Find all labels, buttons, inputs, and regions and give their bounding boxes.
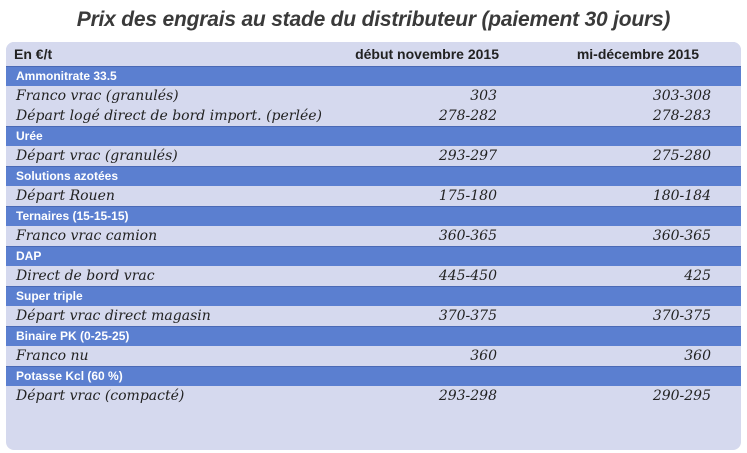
value-novembre: 175-180 <box>438 188 497 204</box>
table-title: Prix des engrais au stade du distributeu… <box>76 8 671 31</box>
group-band: Solutions azotées <box>6 166 741 186</box>
row-label: Départ Rouen <box>16 188 115 204</box>
row-label: Départ vrac direct magasin <box>16 308 211 324</box>
value-decembre: 360 <box>684 348 711 364</box>
table-row: Direct de bord vrac 445-450 425 <box>6 266 741 286</box>
group-band: Urée <box>6 126 741 146</box>
table-row: Départ vrac direct magasin 370-375 370-375 <box>6 306 741 326</box>
value-decembre: 180-184 <box>652 188 711 204</box>
col1-header: début novembre 2015 <box>355 46 499 62</box>
value-decembre: 290-295 <box>652 388 711 404</box>
value-novembre: 293-297 <box>438 148 497 164</box>
value-decembre: 278-283 <box>652 108 711 124</box>
row-label: Franco vrac (granulés) <box>16 88 179 104</box>
row-label: Départ logé direct de bord import. (perl… <box>16 108 322 124</box>
table-row: Départ vrac (compacté) 293-298 290-295 <box>6 386 741 406</box>
value-novembre: 303 <box>470 88 497 104</box>
value-decembre: 360-365 <box>652 228 711 244</box>
group-band: Ternaires (15-15-15) <box>6 206 741 226</box>
value-novembre: 293-298 <box>438 388 497 404</box>
unit-header: En €/t <box>14 46 53 62</box>
row-label: Départ vrac (granulés) <box>16 148 178 164</box>
value-decembre: 370-375 <box>652 308 711 324</box>
table-header: En €/t début novembre 2015 mi-décembre 2… <box>6 42 741 66</box>
value-novembre: 278-282 <box>438 108 497 124</box>
table-row: Départ vrac (granulés) 293-297 275-280 <box>6 146 741 166</box>
group-band: Super triple <box>6 286 741 306</box>
group-band: Ammonitrate 33.5 <box>6 66 741 86</box>
value-novembre: 360-365 <box>438 228 497 244</box>
value-novembre: 445-450 <box>438 268 497 284</box>
group-band: Binaire PK (0-25-25) <box>6 326 741 346</box>
price-table: En €/t début novembre 2015 mi-décembre 2… <box>6 42 741 450</box>
row-label: Franco vrac camion <box>16 228 158 244</box>
group-band: DAP <box>6 246 741 266</box>
value-novembre: 370-375 <box>438 308 497 324</box>
value-decembre: 303-308 <box>652 88 711 104</box>
row-label: Direct de bord vrac <box>16 268 155 284</box>
group-band: Potasse Kcl (60 %) <box>6 366 741 386</box>
table-body: Ammonitrate 33.5 Franco vrac (granulés) 30… <box>6 66 741 406</box>
table-row: Départ logé direct de bord import. (perl… <box>6 106 741 126</box>
table-row: Franco nu 360 360 <box>6 346 741 366</box>
row-label: Départ vrac (compacté) <box>16 388 185 404</box>
table-row: Franco vrac (granulés) 303 303-308 <box>6 86 741 106</box>
value-decembre: 425 <box>684 268 711 284</box>
col2-header: mi-décembre 2015 <box>576 46 699 62</box>
row-label: Franco nu <box>16 348 89 364</box>
table-row: Franco vrac camion 360-365 360-365 <box>6 226 741 246</box>
table-row: Départ Rouen 175-180 180-184 <box>6 186 741 206</box>
value-novembre: 360 <box>470 348 497 364</box>
value-decembre: 275-280 <box>652 148 711 164</box>
